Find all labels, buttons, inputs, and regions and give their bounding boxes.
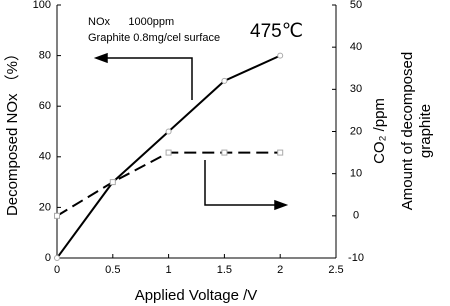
y2-tick-label: 40 (350, 41, 362, 53)
series-line (56, 54, 281, 259)
y-tick-label: 100 (33, 0, 51, 11)
x-tick-label: 0.5 (105, 264, 120, 276)
marker (221, 77, 228, 84)
arrowhead (93, 52, 108, 64)
y2-axis-label: graphite (417, 104, 434, 158)
y-tick-label: 40 (39, 151, 51, 163)
x-tick-label: 1.5 (217, 264, 232, 276)
y2-axis-label: CO₂ /ppm (371, 98, 388, 164)
annotation: NOx 1000ppm (88, 16, 174, 28)
y2-axis-label: Amount of decomposed (399, 52, 416, 210)
marker (165, 128, 172, 135)
marker (277, 149, 284, 156)
y2-tick-label: -10 (348, 252, 364, 264)
arrow-left (106, 57, 193, 100)
annotation: 475℃ (250, 21, 303, 42)
marker (221, 149, 228, 156)
y-tick-label: 20 (39, 201, 51, 213)
y-tick-label: 0 (45, 252, 51, 264)
y-axis-label: Decomposed NOx （%） (4, 46, 21, 216)
marker (277, 52, 284, 59)
arrows (93, 52, 289, 211)
arrow-right (204, 160, 276, 206)
y2-tick-label: 0 (353, 210, 359, 222)
x-tick-label: 2.5 (328, 264, 343, 276)
x-tick-label: 2 (277, 264, 283, 276)
series-line (56, 151, 281, 217)
x-tick-label: 0 (54, 264, 60, 276)
marker (165, 149, 172, 156)
y2-tick-label: 50 (350, 0, 362, 11)
x-axis-label: Applied Voltage /V (135, 287, 258, 304)
y2-tick-label: 10 (350, 168, 362, 180)
y2-tick-label: 30 (350, 83, 362, 95)
y-tick-label: 80 (39, 50, 51, 62)
y2-tick-label: 20 (350, 125, 362, 137)
marker (109, 179, 116, 186)
annotation: Graphite 0.8mg/cel surface (88, 32, 220, 44)
y-tick-label: 60 (39, 100, 51, 112)
marker (54, 212, 60, 219)
x-tick-label: 1 (166, 264, 172, 276)
marker (54, 255, 60, 261)
arrowhead (274, 199, 289, 211)
